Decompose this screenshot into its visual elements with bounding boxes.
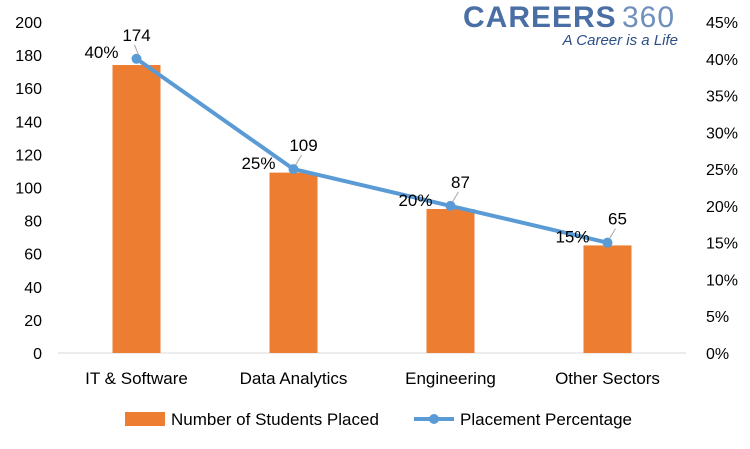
- leader-line: [452, 191, 459, 203]
- logo-brand: CAREERS: [463, 1, 617, 34]
- line-series: [131, 53, 613, 248]
- category-labels: IT & Software Data Analytics Engineering Ot…: [85, 369, 660, 388]
- right-tick-label: 10%: [706, 272, 738, 289]
- category-label: Data Analytics: [240, 369, 348, 388]
- legend-bar-label: Number of Students Placed: [171, 410, 379, 429]
- left-tick-label: 140: [15, 114, 42, 131]
- percent-label: 15%: [555, 228, 589, 247]
- series-line: [134, 56, 610, 245]
- bar-series: [112, 65, 632, 353]
- bar-value-label: 65: [608, 210, 627, 229]
- legend: Number of Students Placed Placement Perce…: [125, 410, 632, 429]
- right-tick-label: 20%: [706, 199, 738, 216]
- right-tick-label: 0%: [706, 346, 729, 363]
- left-tick-label: 20: [24, 313, 42, 330]
- percent-label: 25%: [241, 154, 275, 173]
- bar: [112, 65, 161, 353]
- bar: [583, 245, 632, 353]
- leader-line: [134, 44, 139, 55]
- bar: [426, 209, 475, 353]
- percent-label: 20%: [398, 191, 432, 210]
- logo-tagline: A Career is a Life: [562, 32, 678, 49]
- line-marker: [445, 200, 456, 211]
- line-marker: [602, 237, 613, 248]
- legend-bar-swatch: [125, 412, 165, 426]
- right-tick-label: 35%: [706, 89, 738, 106]
- leader-line: [609, 228, 616, 239]
- left-axis: 0 20 40 60 80 100 120 140 160 180 200: [15, 15, 42, 363]
- category-label: Other Sectors: [555, 369, 660, 388]
- right-tick-label: 5%: [706, 309, 729, 326]
- left-tick-label: 60: [24, 247, 42, 264]
- legend-line-label: Placement Percentage: [460, 410, 632, 429]
- line-marker: [288, 164, 299, 175]
- left-tick-label: 160: [15, 81, 42, 98]
- right-axis: 0% 5% 10% 15% 20% 25% 30% 35% 40% 45%: [706, 15, 738, 363]
- bar-value-label: 87: [451, 173, 470, 192]
- left-tick-label: 80: [24, 214, 42, 231]
- line-marker: [131, 53, 142, 64]
- percent-label: 40%: [84, 43, 118, 62]
- logo-number: 360: [622, 1, 675, 34]
- right-tick-label: 15%: [706, 236, 738, 253]
- left-tick-label: 0: [33, 346, 42, 363]
- right-tick-label: 40%: [706, 52, 738, 69]
- left-tick-label: 120: [15, 147, 42, 164]
- category-label: IT & Software: [85, 369, 188, 388]
- data-labels: 174 109 87 65 40% 25% 20% 15%: [84, 26, 626, 247]
- right-tick-label: 30%: [706, 125, 738, 142]
- category-label: Engineering: [405, 369, 496, 388]
- bar-value-label: 109: [289, 136, 317, 155]
- right-tick-label: 25%: [706, 162, 738, 179]
- left-tick-label: 200: [15, 15, 42, 32]
- right-tick-label: 45%: [706, 15, 738, 32]
- left-tick-label: 100: [15, 181, 42, 198]
- bar-value-label: 174: [122, 26, 150, 45]
- careers360-logo: CAREERS 360 A Career is a Life: [463, 1, 678, 49]
- legend-line-marker: [429, 414, 439, 424]
- leader-line: [295, 154, 302, 166]
- left-tick-label: 40: [24, 280, 42, 297]
- bar: [269, 172, 318, 353]
- left-tick-label: 180: [15, 48, 42, 65]
